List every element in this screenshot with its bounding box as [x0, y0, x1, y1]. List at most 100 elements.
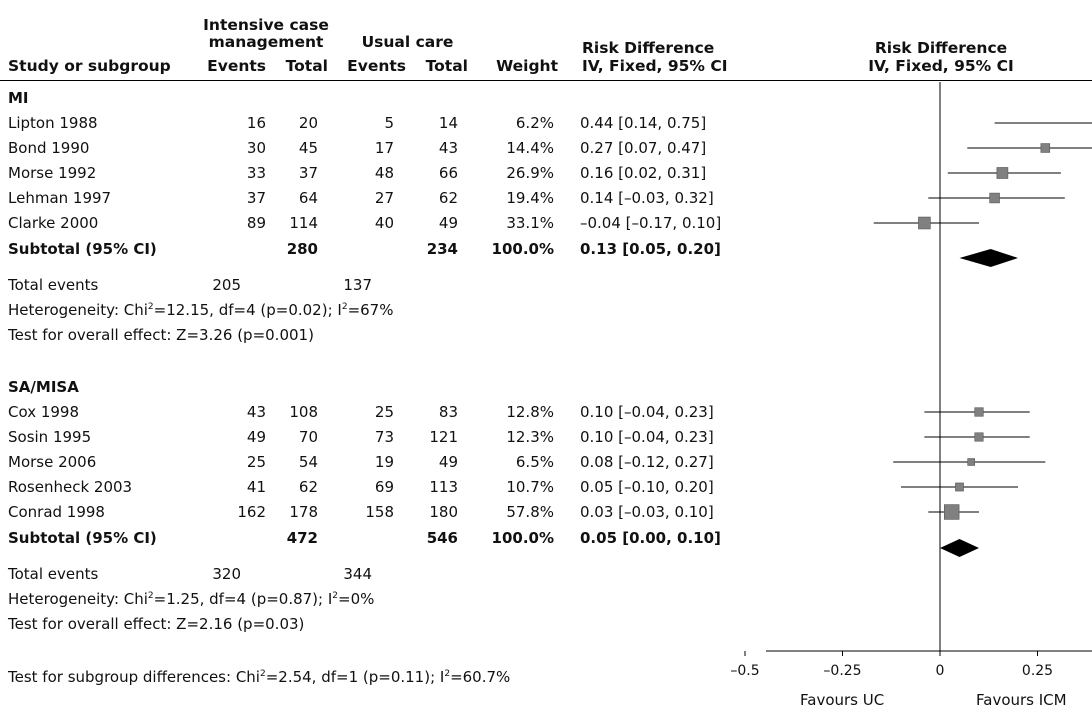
icm-events: 43	[246, 403, 266, 421]
uc-events: 69	[374, 478, 394, 496]
subtotal-diamond	[940, 539, 979, 557]
study-estimate-marker	[974, 407, 984, 417]
weight-value: 6.2%	[515, 114, 554, 132]
rd-header-title: Risk Difference	[582, 39, 715, 57]
icm-events: 25	[246, 453, 266, 471]
uc-events: 27	[374, 189, 394, 207]
study-name: Sosin 1995	[8, 428, 92, 446]
subgroup-test-text: Test for subgroup differences: Chi2=2.54…	[8, 668, 511, 686]
study-name: Bond 1990	[8, 139, 90, 157]
icm-header-line2: management	[208, 33, 324, 51]
ci-value: 0.10 [–0.04, 0.23]	[580, 403, 714, 421]
x-axis-tick-label: –0.5	[730, 663, 759, 679]
icm-total: 70	[298, 428, 318, 446]
ci-value: 0.03 [–0.03, 0.10]	[580, 503, 714, 521]
ci-value: 0.14 [–0.03, 0.32]	[580, 189, 714, 207]
favours-right-label: Favours ICM	[976, 691, 1067, 709]
subtotal-diamond	[959, 249, 1018, 267]
weight-value: 33.1%	[506, 214, 554, 232]
study-estimate-marker	[918, 216, 931, 230]
uc-total: 113	[429, 478, 458, 496]
total-events-label: Total events	[8, 565, 99, 583]
icm-total: 54	[298, 453, 318, 471]
subtotal-uc-total: 234	[426, 240, 458, 258]
group-heading-mi: MI	[8, 89, 29, 107]
study-name: Rosenheck 2003	[8, 478, 133, 496]
uc-total-header: Total	[425, 57, 468, 75]
weight-value: 19.4%	[506, 189, 554, 207]
uc-total: 121	[429, 428, 458, 446]
uc-total: 14	[438, 114, 458, 132]
study-estimate-marker	[989, 192, 1000, 204]
uc-events-header: Events	[347, 57, 406, 75]
icm-total: 45	[298, 139, 318, 157]
icm-events: 41	[246, 478, 266, 496]
study-name: Morse 2006	[8, 453, 97, 471]
ci-value: 0.16 [0.02, 0.31]	[580, 164, 707, 182]
uc-total: 62	[438, 189, 458, 207]
icm-total: 114	[289, 214, 318, 232]
uc-total: 83	[438, 403, 458, 421]
icm-total: 108	[289, 403, 318, 421]
study-estimate-marker	[944, 504, 960, 520]
study-estimate-marker	[974, 432, 984, 442]
favours-left-label: Favours UC	[800, 691, 885, 709]
icm-events: 16	[246, 114, 266, 132]
weight-value: 10.7%	[506, 478, 554, 496]
total-events-icm: 320	[212, 565, 241, 583]
subtotal-label: Subtotal (95% CI)	[8, 529, 157, 547]
icm-total-header: Total	[285, 57, 328, 75]
subtotal-weight: 100.0%	[491, 240, 554, 258]
icm-events: 89	[246, 214, 266, 232]
uc-events: 158	[365, 503, 394, 521]
total-events-uc: 137	[343, 276, 372, 294]
ci-value: 0.10 [–0.04, 0.23]	[580, 428, 714, 446]
study-estimate-marker	[1040, 143, 1051, 153]
total-events-icm: 205	[212, 276, 241, 294]
overall-effect-text: Test for overall effect: Z=2.16 (p=0.03)	[8, 615, 305, 633]
rd-header-method: IV, Fixed, 95% CI	[582, 57, 728, 75]
study-column-header: Study or subgroup	[8, 57, 171, 75]
study-name: Lipton 1988	[8, 114, 98, 132]
icm-header-line1: Intensive case	[203, 16, 329, 34]
uc-events: 25	[374, 403, 394, 421]
study-name: Lehman 1997	[8, 189, 112, 207]
icm-events: 49	[246, 428, 266, 446]
icm-total: 62	[298, 478, 318, 496]
overall-effect-text: Test for overall effect: Z=3.26 (p=0.001…	[8, 326, 314, 344]
ci-value: 0.08 [–0.12, 0.27]	[580, 453, 714, 471]
heterogeneity-text: Heterogeneity: Chi2=12.15, df=4 (p=0.02)…	[8, 301, 394, 319]
uc-total: 43	[438, 139, 458, 157]
subtotal-ci: 0.05 [0.00, 0.10]	[580, 529, 721, 547]
total-events-uc: 344	[343, 565, 372, 583]
uc-events: 48	[374, 164, 394, 182]
plot-header-method: IV, Fixed, 95% CI	[868, 57, 1014, 75]
ci-value: 0.44 [0.14, 0.75]	[580, 114, 707, 132]
icm-total: 20	[298, 114, 318, 132]
group-heading-samisa: SA/MISA	[8, 378, 79, 396]
uc-total: 49	[438, 214, 458, 232]
icm-events: 37	[246, 189, 266, 207]
header-rule	[0, 80, 1092, 81]
heterogeneity-text: Heterogeneity: Chi2=1.25, df=4 (p=0.87);…	[8, 590, 375, 608]
weight-header: Weight	[496, 57, 558, 75]
subtotal-ci: 0.13 [0.05, 0.20]	[580, 240, 721, 258]
icm-total: 178	[289, 503, 318, 521]
ci-value: 0.05 [–0.10, 0.20]	[580, 478, 714, 496]
study-name: Cox 1998	[8, 403, 80, 421]
uc-total: 49	[438, 453, 458, 471]
uc-events: 19	[374, 453, 394, 471]
weight-value: 6.5%	[515, 453, 554, 471]
icm-events: 162	[237, 503, 266, 521]
uc-events: 40	[374, 214, 394, 232]
study-estimate-marker	[955, 482, 964, 492]
study-estimate-marker	[996, 167, 1009, 179]
subtotal-uc-total: 546	[426, 529, 458, 547]
ci-value: 0.27 [0.07, 0.47]	[580, 139, 707, 157]
x-axis-tick-label: –0.25	[823, 663, 861, 679]
weight-value: 12.3%	[506, 428, 554, 446]
uc-total: 180	[429, 503, 458, 521]
study-name: Clarke 2000	[8, 214, 99, 232]
weight-value: 26.9%	[506, 164, 554, 182]
